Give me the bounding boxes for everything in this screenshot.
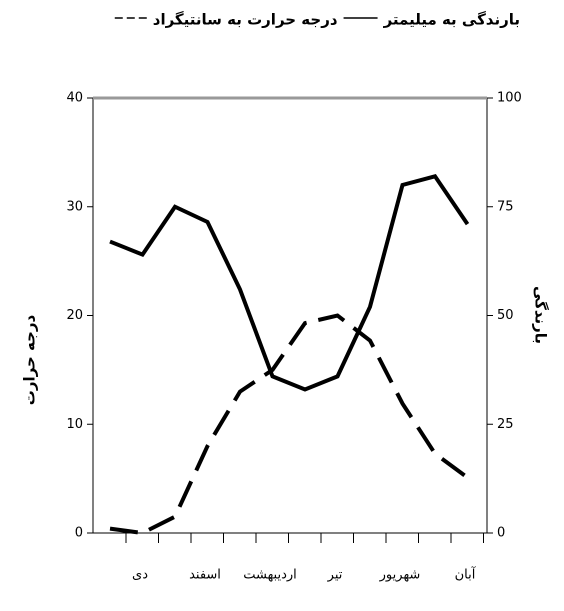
plot-frame [92, 97, 488, 534]
y-tick-label: 30 [66, 199, 83, 214]
y2-axis-label: بارندگی [532, 286, 550, 344]
y-tick-label: 0 [75, 526, 83, 541]
legend-label: درجه حرارت به سانتیگراد [153, 11, 338, 29]
x-tick-label: شهریور [379, 568, 421, 583]
y-tick-label: 10 [66, 417, 83, 432]
y2-tick-label: 25 [497, 417, 514, 432]
x-tick-label: اردیبهشت [243, 568, 297, 583]
x-tick-label: اسفند [189, 568, 221, 583]
y2-tick-label: 75 [497, 199, 514, 214]
series-line [109, 313, 469, 536]
x-tick-label: دی [132, 568, 148, 583]
y2-tick-label: 100 [497, 91, 522, 106]
series-line [109, 174, 470, 392]
y2-tick-label: 50 [497, 308, 514, 323]
y2-tick-label: 0 [497, 526, 505, 541]
legend-label: بارندگی به میلیمتر [383, 11, 520, 29]
y-axis-label: درجه حرارت [21, 314, 39, 405]
y-tick-label: 20 [66, 308, 83, 323]
x-tick-label: تیر [327, 568, 343, 583]
x-tick-label: آبان [455, 566, 477, 583]
y-tick-label: 40 [66, 91, 83, 106]
